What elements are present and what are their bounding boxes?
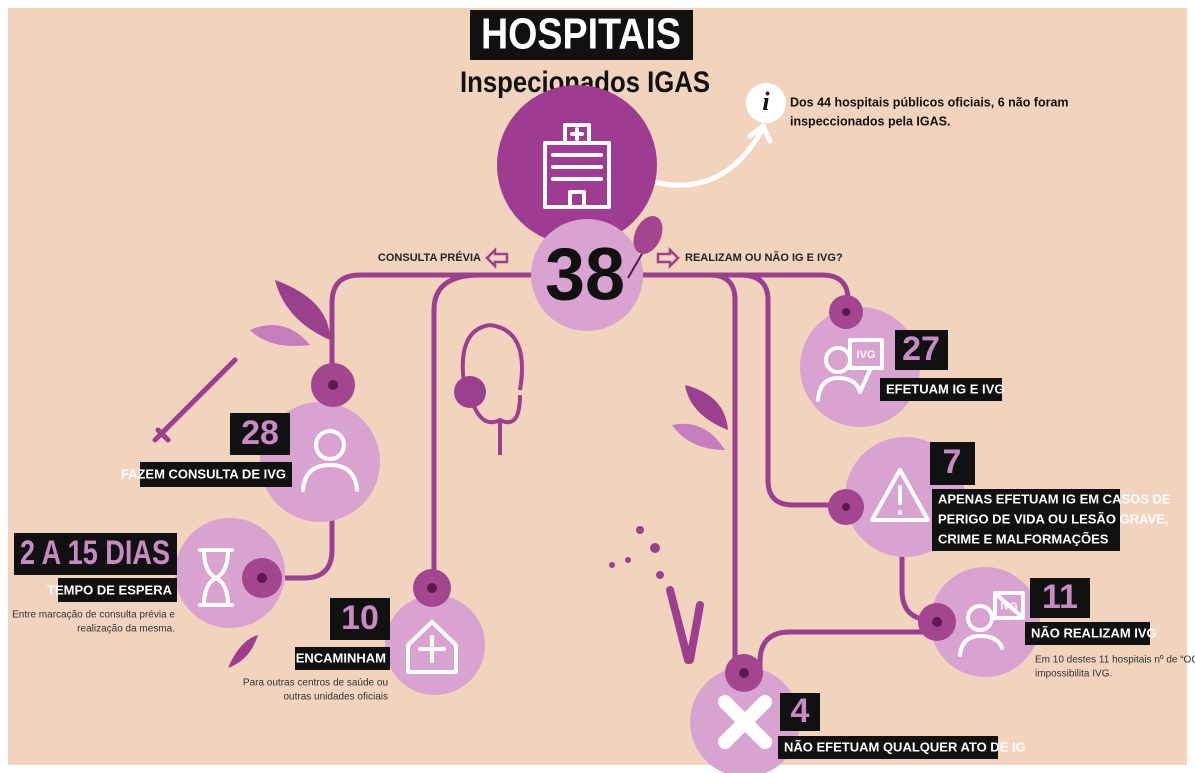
dot — [609, 562, 615, 568]
node-value: 28 — [241, 414, 279, 452]
node-note: outras unidades oficiais — [283, 692, 388, 703]
node-value: 2 A 15 DIAS — [20, 534, 170, 572]
flower-center — [842, 503, 850, 511]
node-note: realização da mesma. — [77, 624, 175, 635]
node-label: NÃO EFETUAM QUALQUER ATO DE IG — [784, 739, 1026, 754]
sign-text: IVG — [1000, 602, 1017, 613]
flower-center — [842, 308, 850, 316]
info-glyph: i — [762, 87, 770, 116]
node-label: NÃO REALIZAM IVG — [1031, 625, 1157, 640]
flower-center — [739, 668, 749, 678]
info-note-line: inspeccionados pela IGAS. — [790, 114, 950, 128]
node-label: TEMPO DE ESPERA — [47, 582, 173, 597]
dot — [625, 557, 631, 563]
flower-center — [427, 583, 437, 593]
sign-text: IVG — [857, 349, 876, 361]
node-label: FAZEM CONSULTA DE IVG — [121, 466, 286, 481]
node-value: 27 — [902, 330, 940, 368]
flower-center — [932, 617, 942, 627]
infographic: HOSPITAIS Inspecionados IGAS i Dos 44 ho… — [0, 0, 1195, 773]
flower-center — [257, 573, 267, 583]
node-label: APENAS EFETUAM IG EM CASOS DE — [938, 491, 1171, 506]
node-note: Entre marcação de consulta prévia e — [12, 610, 175, 621]
node-label: PERIGO DE VIDA OU LESÃO GRAVE, — [938, 511, 1168, 526]
node-value: 4 — [791, 692, 810, 730]
dot — [650, 543, 660, 553]
dot — [636, 526, 644, 534]
node-value: 7 — [943, 443, 962, 481]
left-label: CONSULTA PRÉVIA — [378, 251, 481, 264]
total-value: 38 — [545, 233, 625, 316]
node-circle — [385, 595, 485, 695]
body: HOSPITAIS Inspecionados IGAS i Dos 44 ho… — [0, 0, 1195, 773]
node-value: 11 — [1042, 578, 1078, 616]
stethoscope-head — [454, 376, 486, 408]
dot — [656, 571, 664, 579]
node-note: impossibilita IVG. — [1035, 669, 1112, 680]
node-note: Em 10 destes 11 hospitais nº de “OC” — [1035, 655, 1195, 666]
info-note-line: Dos 44 hospitais públicos oficiais, 6 nã… — [790, 95, 1069, 109]
node-note: Para outras centros de saúde ou — [243, 678, 388, 689]
title: HOSPITAIS — [481, 10, 681, 59]
node-label: EFETUAM IG E IVG — [886, 381, 1004, 396]
node-label: CRIME E MALFORMAÇÕES — [938, 531, 1109, 546]
page: Hospitais Inspecionados IGAS {"header":{… — [0, 0, 1195, 773]
node-value: 10 — [341, 599, 379, 637]
flower-center — [328, 380, 338, 390]
node-label: ENCAMINHAM — [296, 650, 386, 665]
right-label: REALIZAM OU NÃO IG E IVG? — [685, 251, 843, 264]
